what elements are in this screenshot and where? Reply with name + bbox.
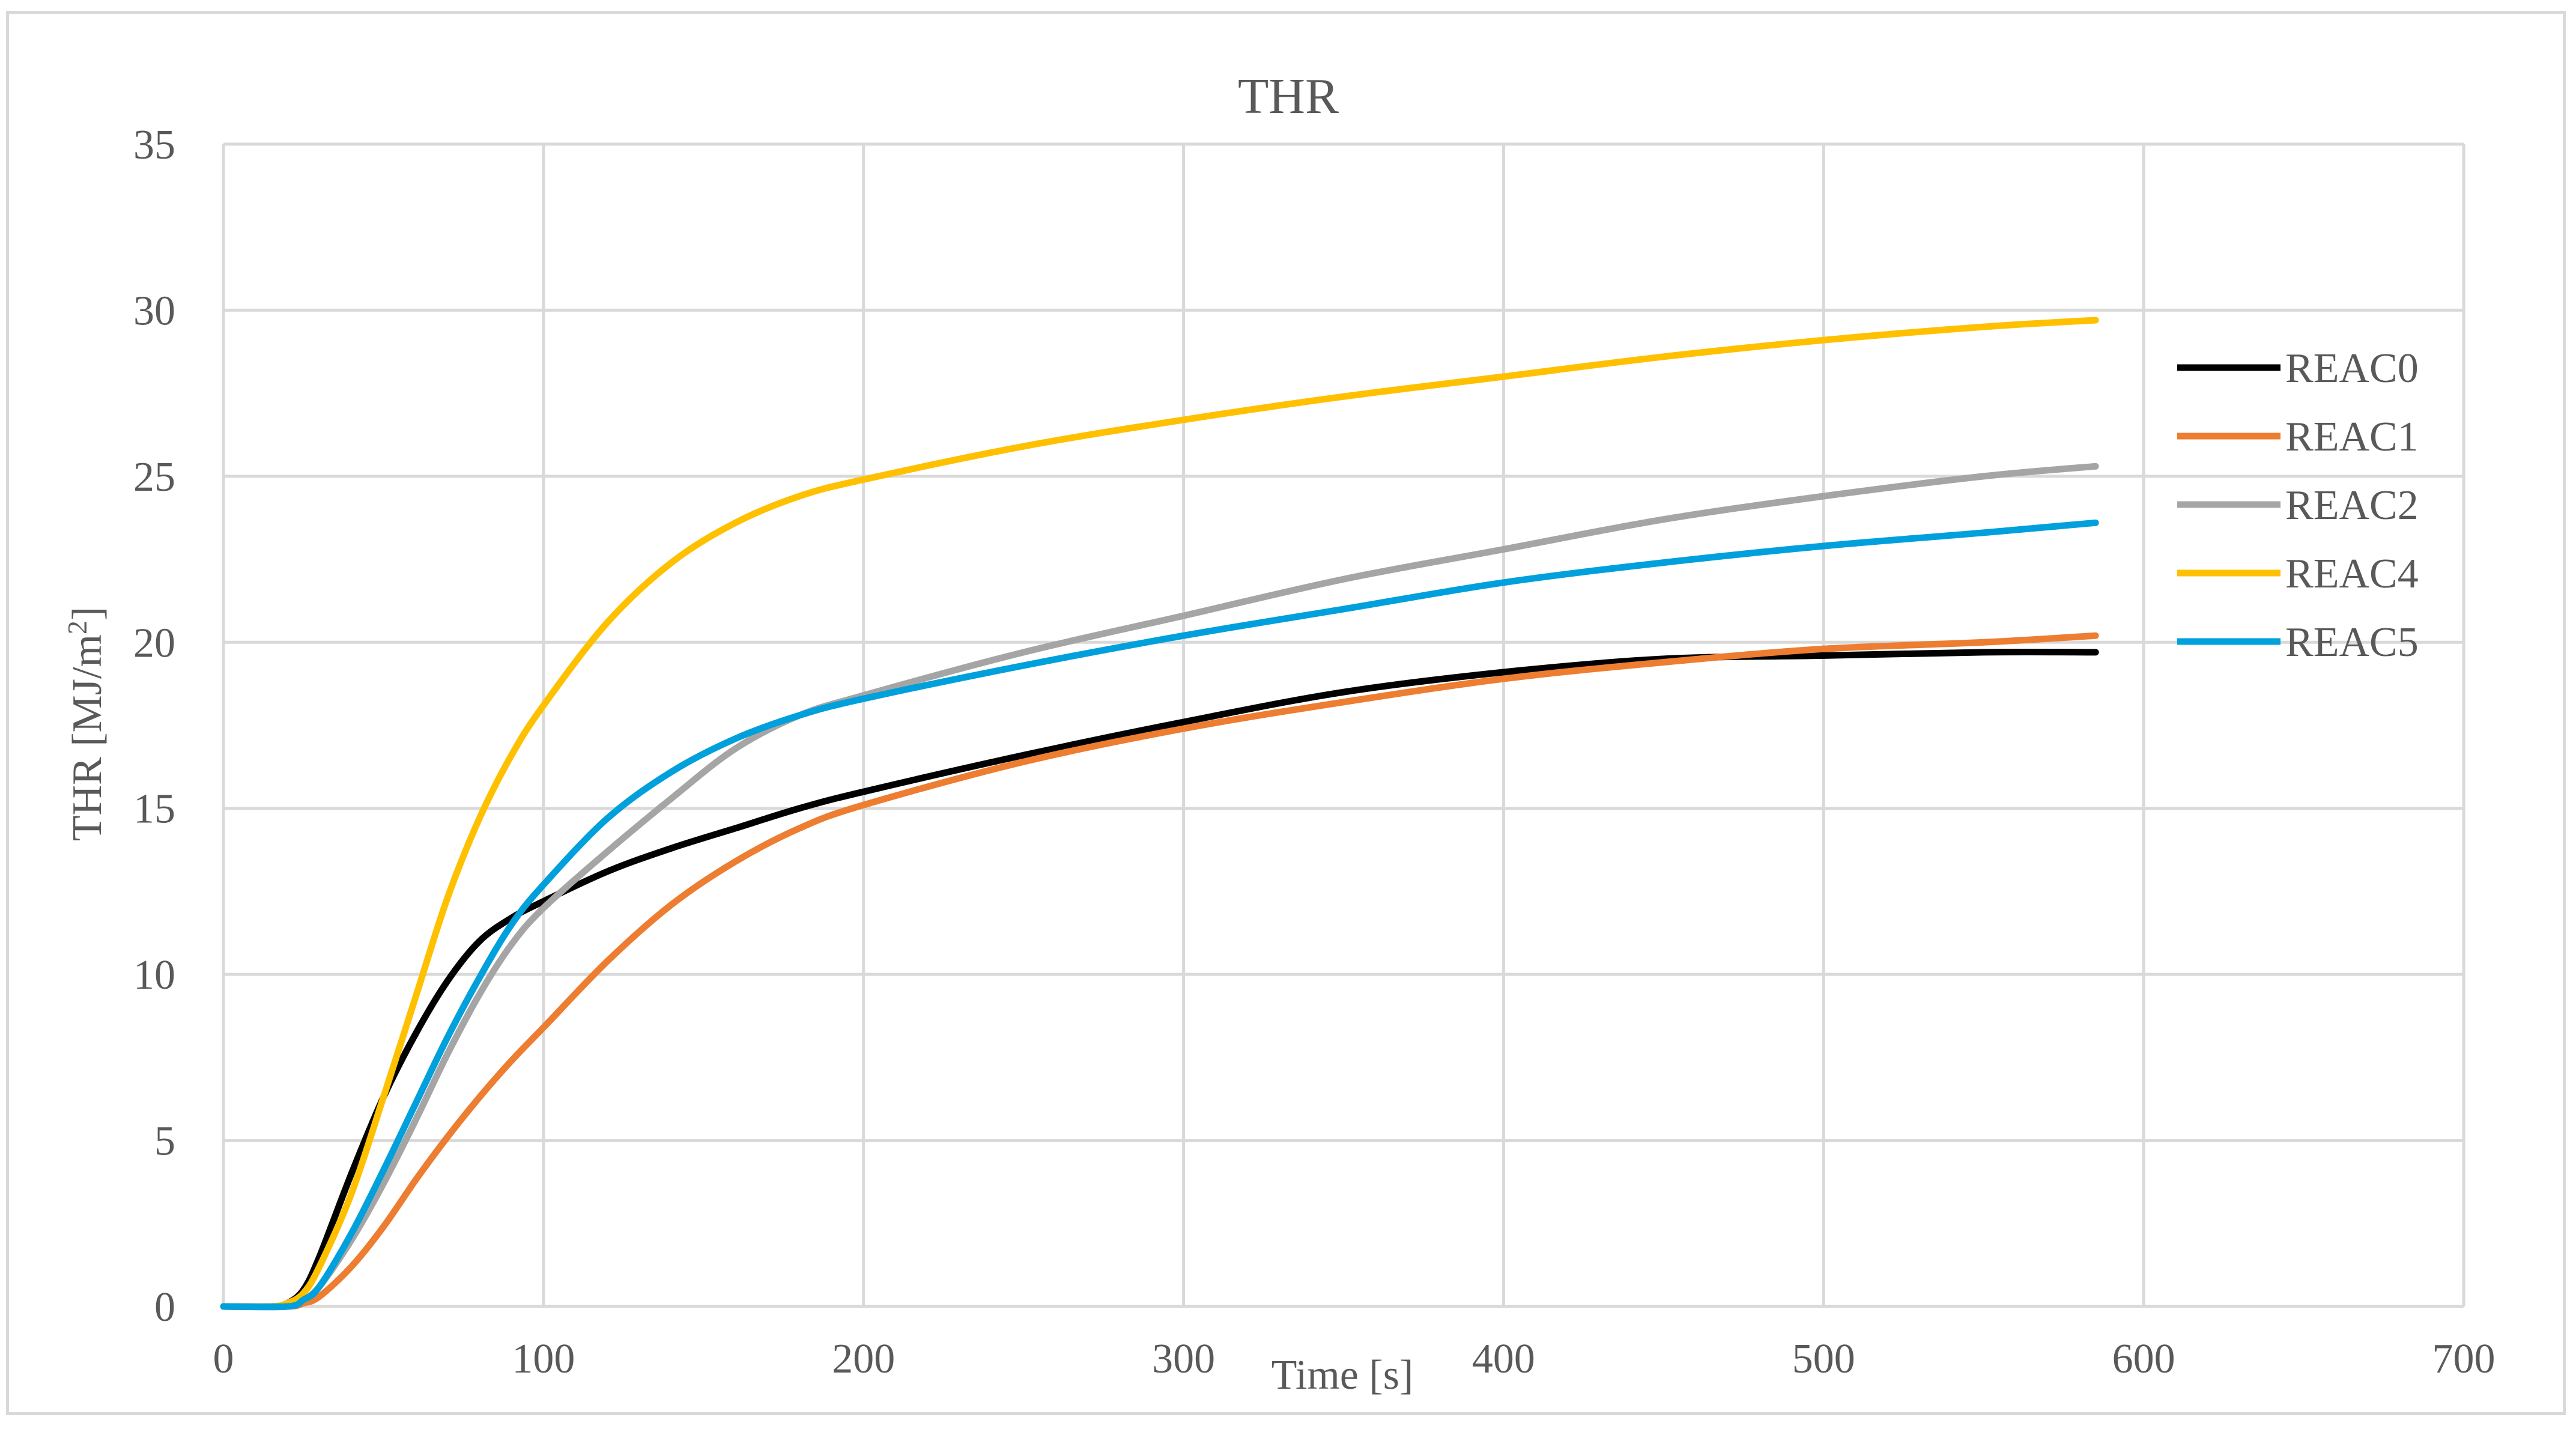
- y-axis-label-sup: 2: [62, 620, 92, 634]
- legend-label: REAC4: [2285, 551, 2419, 597]
- x-tick-label: 300: [1152, 1336, 1215, 1382]
- x-tick-label: 200: [832, 1336, 895, 1382]
- x-tick-label: 400: [1472, 1336, 1535, 1382]
- chart-title: THR: [1238, 68, 1339, 124]
- y-tick-label: 25: [133, 454, 175, 500]
- legend: REAC0 REAC1 REAC2 REAC4 REAC5: [2177, 345, 2419, 666]
- series-line-reac0: [220, 649, 2099, 1310]
- y-tick-label: 5: [154, 1118, 175, 1165]
- y-axis-label-main: THR [MJ/m: [64, 634, 111, 841]
- legend-label: REAC5: [2285, 619, 2419, 666]
- x-tick-label: 100: [512, 1336, 575, 1382]
- y-axis-label: THR [MJ/m2]: [62, 607, 111, 842]
- y-axis-label-end: ]: [64, 607, 111, 620]
- series-line-reac1: [220, 632, 2099, 1310]
- x-tick-label: 600: [2112, 1336, 2175, 1382]
- y-tick-label: 10: [133, 952, 175, 998]
- y-tick-label: 20: [133, 620, 175, 666]
- legend-label: REAC1: [2285, 414, 2419, 460]
- series-line-reac2: [220, 463, 2099, 1311]
- tick-labels: 0 5 10 15 20 25 30 35 0 100 200 300 400 500 600 700: [133, 122, 2496, 1382]
- y-tick-label: 30: [133, 288, 175, 334]
- series-layer: [220, 317, 2099, 1311]
- x-axis-label: Time [s]: [1271, 1352, 1414, 1398]
- series-line-reac4: [220, 317, 2099, 1310]
- series-line-reac5: [220, 519, 2099, 1311]
- x-tick-label: 500: [1792, 1336, 1855, 1382]
- y-tick-label: 0: [154, 1284, 175, 1330]
- x-tick-label: 700: [2432, 1336, 2496, 1382]
- x-tick-label: 0: [213, 1336, 234, 1382]
- legend-label: REAC2: [2285, 482, 2419, 529]
- y-tick-label: 35: [133, 122, 175, 168]
- gridlines: [222, 142, 2465, 1308]
- y-tick-label: 15: [133, 786, 175, 833]
- legend-label: REAC0: [2285, 345, 2419, 392]
